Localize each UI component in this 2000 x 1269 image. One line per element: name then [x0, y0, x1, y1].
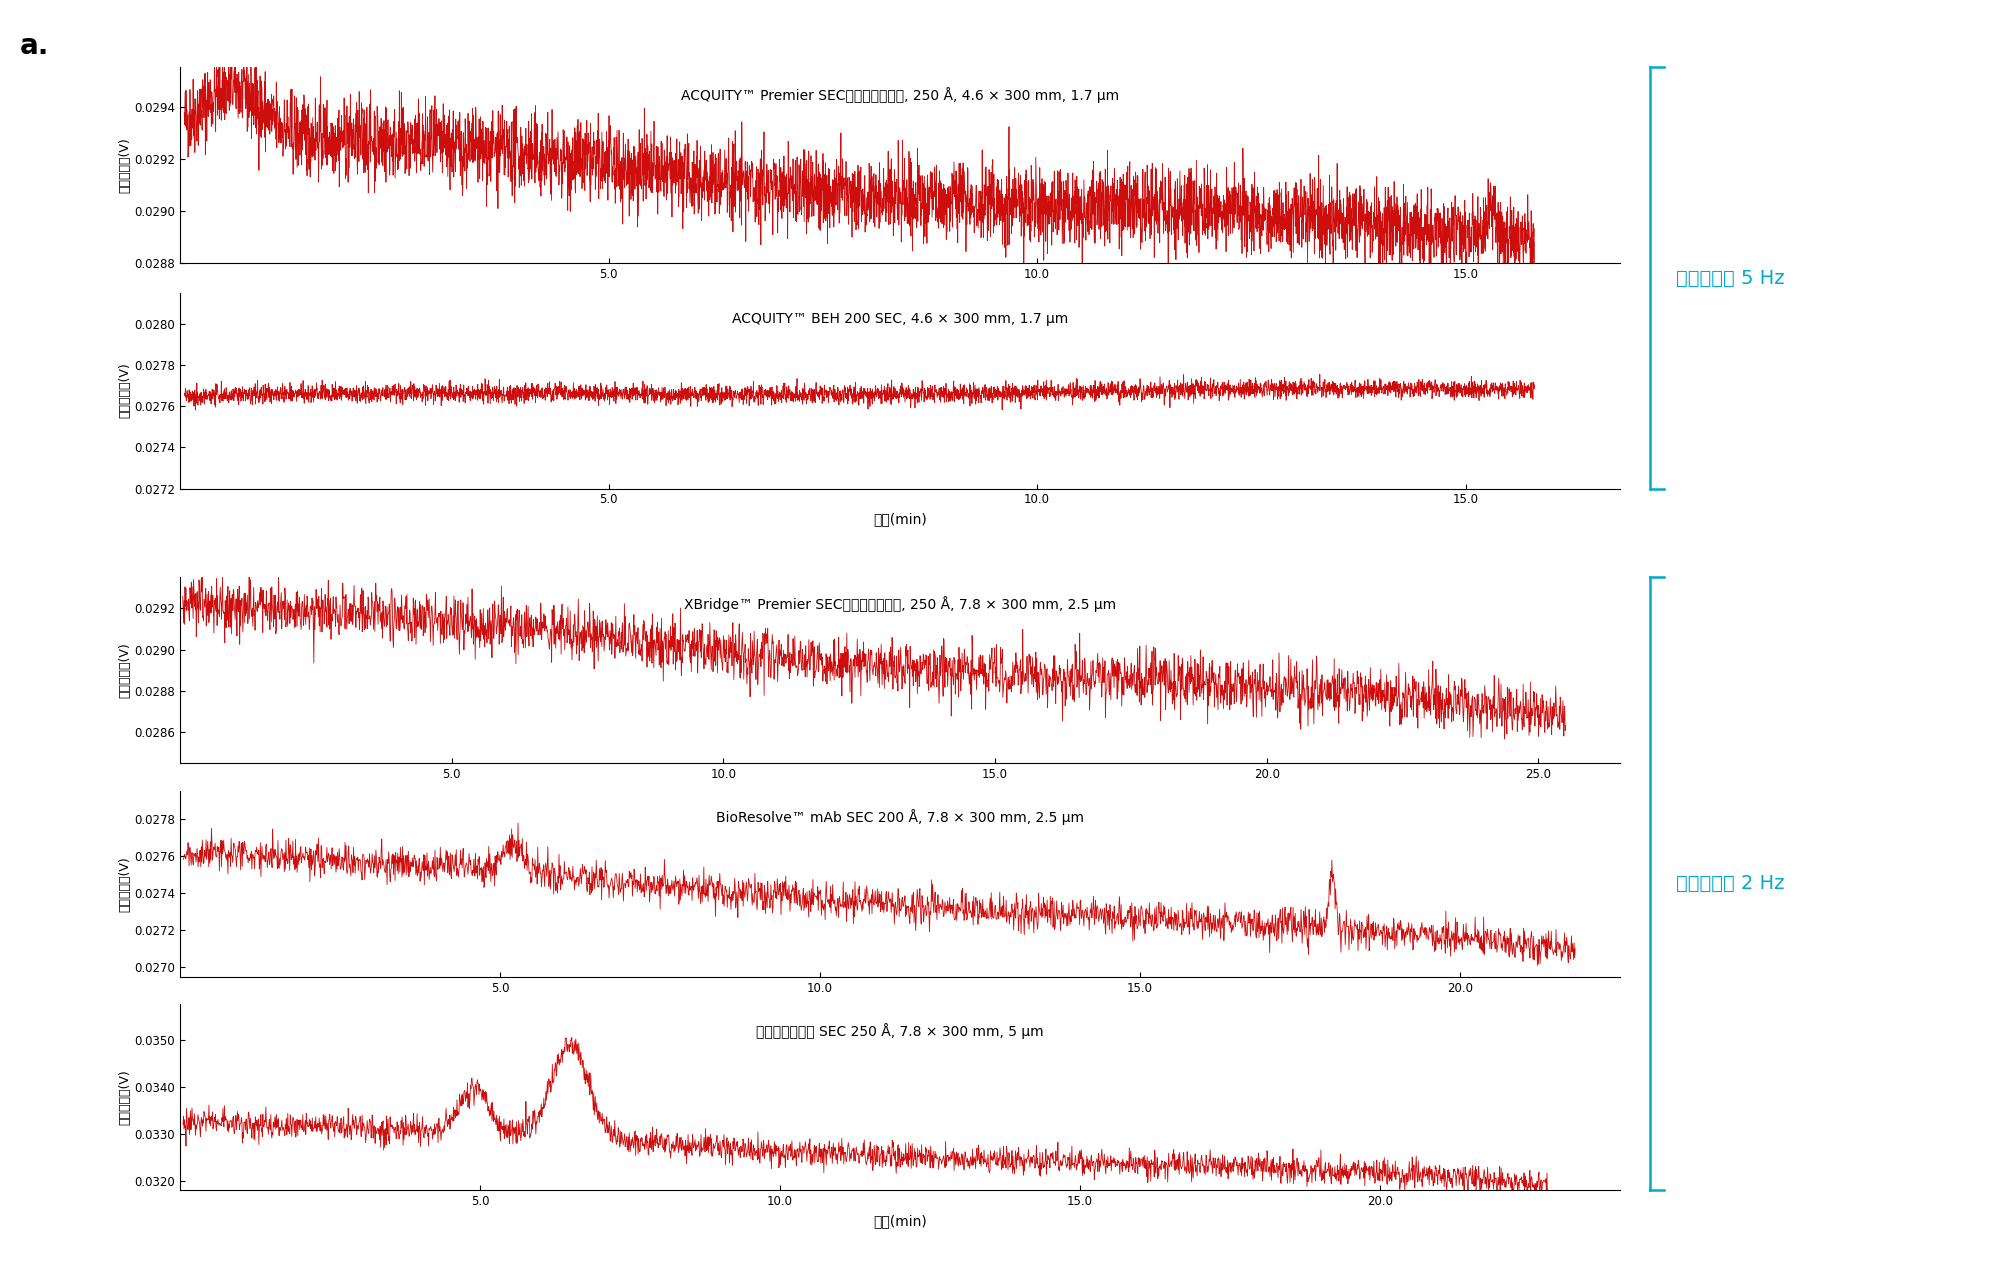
Text: 采集速率： 5 Hz: 采集速率： 5 Hz [1676, 269, 1784, 288]
X-axis label: 时间(min): 时间(min) [874, 1213, 926, 1227]
X-axis label: 时间(min): 时间(min) [874, 511, 926, 525]
Text: BioResolve™ mAb SEC 200 Å, 7.8 × 300 mm, 2.5 μm: BioResolve™ mAb SEC 200 Å, 7.8 × 300 mm,… [716, 810, 1084, 825]
Text: XBridge™ Premier SEC蛋白分析专用柱, 250 Å, 7.8 × 300 mm, 2.5 μm: XBridge™ Premier SEC蛋白分析专用柱, 250 Å, 7.8 … [684, 596, 1116, 612]
Text: ACQUITY™ Premier SEC蛋白分析专用柱, 250 Å, 4.6 × 300 mm, 1.7 μm: ACQUITY™ Premier SEC蛋白分析专用柱, 250 Å, 4.6 … [680, 88, 1120, 103]
Y-axis label: 检测器电压(V): 检测器电压(V) [118, 137, 132, 193]
Text: 采集速率： 2 Hz: 采集速率： 2 Hz [1676, 874, 1784, 893]
Y-axis label: 检测器电压(V): 检测器电压(V) [118, 642, 132, 698]
Y-axis label: 检测器电压(V): 检测器电压(V) [118, 855, 132, 911]
Y-axis label: 检测器电压(V): 检测器电压(V) [118, 363, 132, 419]
Y-axis label: 检测器电压(V): 检测器电压(V) [118, 1070, 132, 1126]
Text: ACQUITY™ BEH 200 SEC, 4.6 × 300 mm, 1.7 μm: ACQUITY™ BEH 200 SEC, 4.6 × 300 mm, 1.7 … [732, 312, 1068, 326]
Text: 二醇基键合硅胶 SEC 250 Å, 7.8 × 300 mm, 5 μm: 二醇基键合硅胶 SEC 250 Å, 7.8 × 300 mm, 5 μm [756, 1023, 1044, 1039]
Text: a.: a. [20, 32, 50, 60]
